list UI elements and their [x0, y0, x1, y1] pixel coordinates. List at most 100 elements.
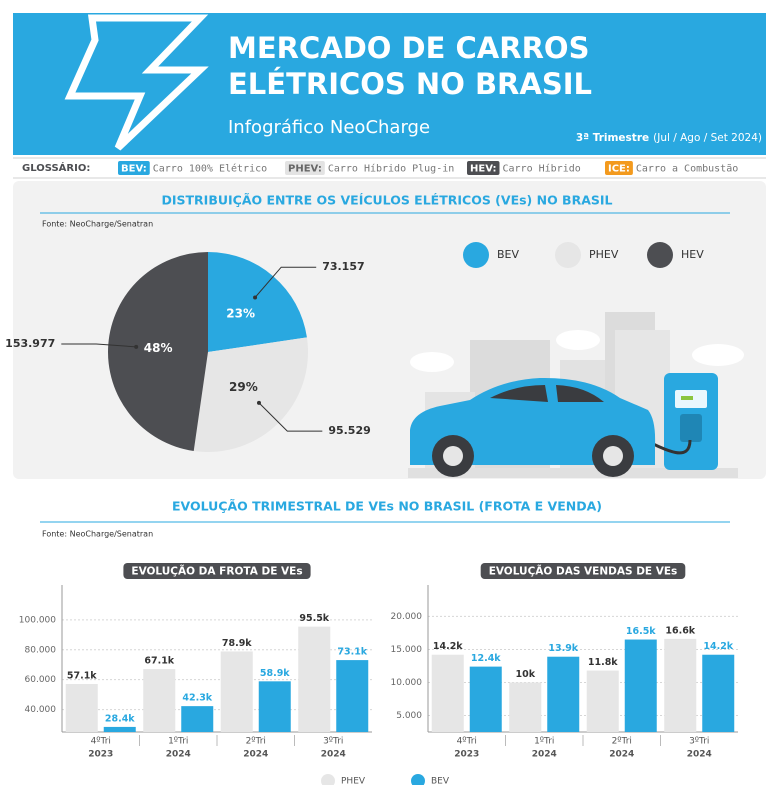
glossary-badge [467, 161, 500, 175]
glossary-code: PHEV: [288, 164, 322, 175]
x-tick-label: 2023 [454, 750, 479, 760]
lightning-icon [64, 14, 209, 151]
pie-slice [193, 337, 308, 452]
cloud [410, 352, 454, 372]
pie-value-label: 95.529 [328, 424, 370, 437]
cloud [692, 344, 744, 366]
glossary-label: GLOSSÁRIO: [22, 161, 90, 174]
bar-value-label: 13.9k [548, 643, 578, 654]
pie-percent: 29% [229, 380, 258, 394]
x-tick-label: 3ºTri [689, 737, 709, 747]
bar-value-label: 10k [515, 669, 535, 680]
bar [624, 639, 657, 732]
leader-line [258, 402, 323, 432]
x-tick-label: 4ºTri [91, 737, 111, 747]
bar [509, 682, 542, 732]
bar-value-label: 16.6k [665, 625, 695, 636]
legend-swatch [463, 242, 489, 268]
glossary-code: HEV: [470, 164, 497, 175]
bar-value-label: 58.9k [260, 668, 290, 679]
leader-dot [256, 400, 261, 405]
bar [181, 706, 214, 732]
chart-title: EVOLUÇÃO DA FROTA DE VEs [131, 565, 302, 578]
legend-swatch [321, 774, 335, 785]
x-tick-label: 2024 [687, 750, 712, 760]
x-tick-label: 2024 [243, 750, 268, 760]
section-title: DISTRIBUIÇÃO ENTRE OS VEÍCULOS ELÉTRICOS… [161, 193, 612, 208]
legend-label: PHEV [589, 248, 619, 261]
bar-value-label: 57.1k [67, 671, 97, 682]
y-tick-label: 80.000 [25, 645, 57, 655]
x-tick-label: 2024 [166, 750, 191, 760]
header-subtitle: Infográfico NeoCharge [228, 117, 430, 138]
glossary-text: Carro Híbrido [503, 163, 581, 175]
y-tick-label: 100.000 [19, 615, 56, 625]
bar [65, 684, 98, 732]
bar-value-label: 14.2k [703, 641, 733, 652]
leader-dot [253, 295, 258, 300]
legend-label: HEV [681, 248, 704, 261]
glossary-badge [285, 161, 325, 175]
y-tick-label: 10.000 [391, 678, 423, 688]
pie-percent: 48% [144, 341, 173, 355]
x-tick-label: 1ºTri [168, 737, 188, 747]
leader-line [254, 266, 317, 298]
bar [220, 651, 253, 732]
illustration [408, 312, 744, 478]
source: Fonte: NeoCharge/Senatran [42, 530, 153, 539]
pie-percent: 23% [226, 307, 255, 321]
legend-swatch [647, 242, 673, 268]
x-tick-label: 2024 [532, 750, 557, 760]
bar-value-label: 16.5k [626, 626, 656, 637]
bar-value-label: 42.3k [182, 693, 212, 704]
charger-led [681, 396, 693, 400]
x-tick-label: 2ºTri [612, 737, 632, 747]
y-tick-label: 40.000 [25, 705, 57, 715]
y-tick-label: 20.000 [391, 612, 423, 622]
bar-value-label: 14.2k [433, 641, 463, 652]
chart-title-pill [123, 563, 311, 579]
bar [702, 654, 735, 732]
glossary-code: BEV: [121, 164, 147, 175]
x-tick-label: 2ºTri [246, 737, 266, 747]
bar-value-label: 28.4k [105, 713, 135, 724]
glossary-text: Carro Híbrido Plug-in [328, 163, 454, 175]
x-tick-label: 2024 [321, 750, 346, 760]
bar-value-label: 78.9k [222, 638, 252, 649]
bar [336, 660, 369, 732]
pie-slice [108, 252, 208, 451]
legend-label: PHEV [341, 777, 366, 785]
bar [431, 654, 464, 732]
glossary-badge [118, 161, 150, 175]
leader-dot [134, 344, 139, 349]
bar [547, 656, 580, 732]
legend-label: BEV [431, 777, 450, 785]
legend-swatch [411, 774, 425, 785]
car-hub [603, 446, 623, 466]
car-hub [443, 446, 463, 466]
header-title: MERCADO DE CARROS [228, 31, 589, 65]
bar [258, 681, 291, 732]
chart-title: EVOLUÇÃO DAS VENDAS DE VEs [489, 565, 678, 578]
source: Fonte: NeoCharge/Senatran [42, 220, 153, 229]
x-tick-label: 3ºTri [323, 737, 343, 747]
period-months: (Jul / Ago / Set 2024) [653, 132, 762, 144]
glossary-text: Carro 100% Elétrico [153, 163, 267, 175]
bar [586, 670, 619, 732]
glossary: BEV: Carro 100% Elétrico PHEV: Carro Híbrid… [118, 161, 738, 175]
bar [298, 626, 331, 732]
y-tick-label: 60.000 [25, 675, 57, 685]
period-quarter: 3ª Trimestre [576, 132, 649, 144]
ground [408, 468, 738, 478]
bar [664, 638, 697, 732]
bar [103, 726, 136, 732]
pie-slice [208, 252, 307, 352]
charger-socket [680, 414, 702, 442]
car-window [490, 385, 604, 402]
x-tick-label: 1ºTri [534, 737, 554, 747]
y-tick-label: 15.000 [391, 645, 423, 655]
section-title: EVOLUÇÃO TRIMESTRAL DE VEs NO BRASIL (FR… [172, 499, 602, 514]
legend-label: BEV [497, 248, 519, 261]
